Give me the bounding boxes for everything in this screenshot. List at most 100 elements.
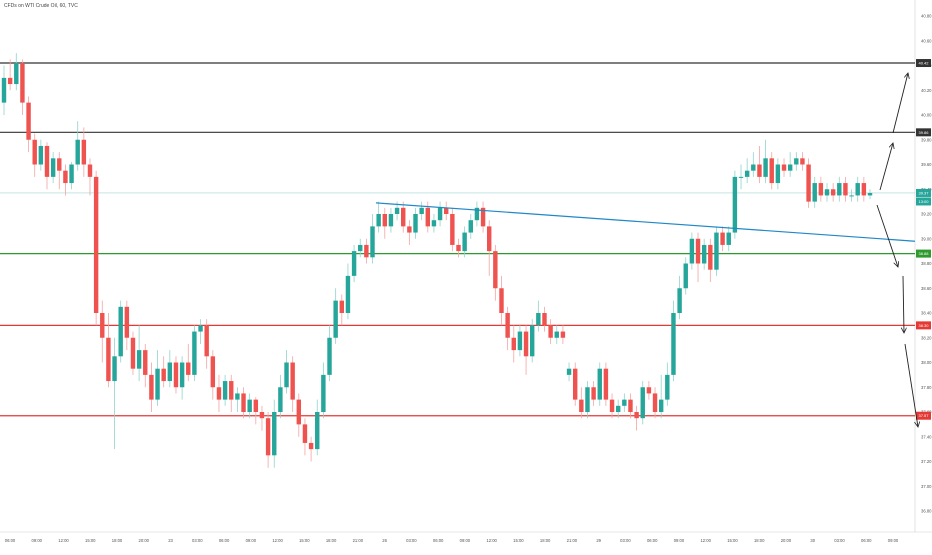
candle-body [542,313,547,326]
price-level-tag [916,249,931,258]
x-tick-label: 09:00 [246,538,257,543]
y-tick-label: 36.80 [921,509,932,514]
x-tick-label: 12:00 [272,538,283,543]
candle-body [474,207,480,221]
candle-body [198,325,203,332]
candle-body [401,207,406,227]
candle-body [112,356,117,382]
candle-body [173,362,179,388]
x-tick-label: 03:00 [192,538,203,543]
candle-body [44,145,50,177]
candle-body [591,387,596,400]
y-tick-label: 40.60 [921,38,932,43]
candle-body [302,424,308,443]
candle-body [640,387,645,419]
candle-body [394,207,400,214]
x-tick-label: 15:00 [85,538,96,543]
price-level-label: 38.30 [918,323,929,328]
candle-body [585,387,590,412]
candle-body [57,158,62,171]
candle-body [695,238,701,264]
candle-body [769,158,774,184]
candle-body [308,442,314,450]
candle-body [671,313,676,375]
candle-body [603,368,609,400]
candle-body [444,207,449,214]
candle-body [726,232,731,245]
candle-body [849,195,854,197]
candle-body [241,393,246,412]
x-tick-label: 29 [596,538,601,543]
candle-body [14,63,19,85]
candle-body [179,362,185,388]
candle-body [388,214,394,227]
candle-body [456,244,461,252]
y-tick-label: 40.80 [921,14,932,19]
candle-body [265,418,271,456]
candle-body [235,393,240,400]
x-tick-label: 09:00 [888,538,899,543]
x-tick-label: 18:00 [326,538,337,543]
y-tick-label: 39.80 [921,137,932,142]
candle-body [130,337,136,369]
current-price-tag [916,188,931,197]
candle-body [431,220,437,227]
candle-body [806,164,811,202]
candle-body [106,337,111,382]
x-tick-label: 15:00 [299,538,310,543]
price-level-tag [916,411,931,420]
candle-body [69,164,74,184]
candle-body [658,399,664,412]
candle-body [824,189,830,196]
candle-body [701,244,707,264]
candle-body [536,313,541,326]
candle-body [149,374,154,400]
candle-body [124,306,130,338]
candle-body [216,387,222,400]
candle-body [732,176,738,233]
x-tick-label: 12:00 [486,538,497,543]
candle-body [407,226,412,233]
price-level-tag [916,128,931,137]
candle-body [419,207,424,214]
x-tick-label: 03:00 [620,538,631,543]
candle-body [738,176,744,178]
x-tick-label: 03:00 [834,538,845,543]
countdown-tag [916,197,931,206]
candle-body [628,399,633,412]
x-tick-label: 23 [168,538,173,543]
current-price-label: 39.37 [918,190,929,195]
candle-body [222,381,228,400]
candle-body [351,251,357,276]
candle-body [118,306,123,357]
candle-body [529,325,535,357]
candle-body [861,183,867,196]
candle-body [480,207,486,227]
price-level-label: 37.57 [918,413,929,418]
candle-body [315,412,320,450]
y-tick-label: 38.60 [921,286,932,291]
candle-body [290,362,295,400]
candle-body [781,164,787,171]
projection-arrow [876,204,898,267]
candle-body [579,399,584,412]
candle-body [26,102,31,140]
candle-body [1,77,7,103]
candle-body [572,368,578,400]
x-tick-label: 18:00 [540,538,551,543]
x-tick-label: 06:00 [861,538,872,543]
x-tick-label: 15:00 [727,538,738,543]
candle-body [229,381,234,400]
candle-body [167,362,173,382]
price-level-label: 39.86 [918,130,929,135]
candle-body [812,183,817,202]
x-tick-label: 18:00 [754,538,765,543]
x-tick-label: 30 [810,538,815,543]
candle-body [259,412,265,419]
candle-body [50,158,56,177]
candle-body [622,399,627,406]
candle-body [296,399,302,425]
candle-body [609,399,615,412]
candle-body [247,399,252,412]
